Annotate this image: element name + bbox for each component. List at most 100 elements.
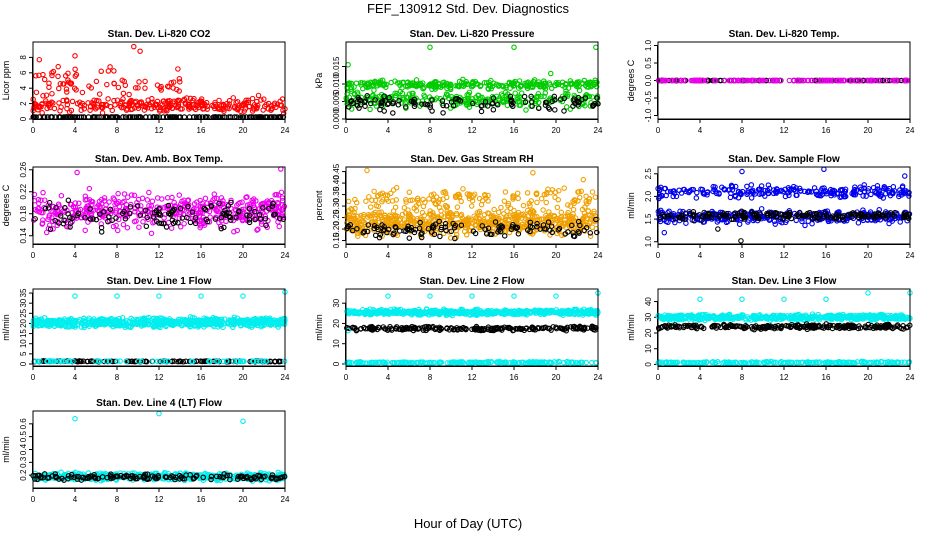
y-axis-label: ml/min — [626, 192, 636, 219]
data-point — [551, 93, 558, 100]
data-point — [392, 90, 398, 96]
data-point — [265, 106, 272, 112]
data-point — [527, 202, 533, 209]
data-point — [378, 226, 384, 233]
y-tick-label: 0.22 — [19, 183, 28, 199]
data-point — [59, 206, 65, 212]
data-point — [439, 98, 446, 104]
data-point — [204, 200, 210, 207]
data-series — [655, 166, 913, 236]
y-axis-label: Licor ppm — [1, 61, 11, 101]
data-point — [90, 100, 96, 107]
data-point — [739, 168, 745, 175]
x-tick-label: 8 — [115, 126, 120, 135]
data-point — [587, 219, 594, 225]
data-point — [399, 211, 406, 218]
x-tick-label: 24 — [594, 373, 603, 382]
data-point — [569, 222, 575, 229]
data-point — [258, 218, 265, 225]
data-point — [765, 182, 772, 188]
data-point — [406, 189, 413, 196]
data-point — [442, 224, 449, 230]
data-point — [765, 190, 771, 197]
data-point — [226, 97, 233, 104]
data-point — [364, 93, 370, 99]
y-tick-label: 0.14 — [19, 227, 28, 243]
data-point — [772, 77, 778, 84]
data-point — [372, 197, 379, 204]
data-point — [440, 196, 446, 202]
data-point — [353, 199, 360, 206]
data-point — [57, 213, 64, 219]
y-axis-label: kPa — [314, 73, 324, 89]
data-point — [793, 217, 800, 224]
y-axis-label: degrees C — [1, 184, 11, 226]
data-point — [754, 212, 760, 219]
data-point — [233, 99, 239, 106]
data-point — [122, 102, 128, 108]
data-point — [438, 226, 444, 233]
data-point — [191, 201, 198, 207]
data-point — [518, 90, 525, 96]
data-point — [127, 100, 134, 106]
data-point — [498, 204, 504, 211]
data-point — [823, 77, 829, 84]
data-point — [552, 97, 558, 103]
data-point — [863, 193, 869, 199]
y-tick-label: 10 — [19, 339, 28, 348]
data-point — [470, 228, 477, 234]
data-point — [811, 185, 818, 191]
data-point — [170, 220, 177, 226]
data-point — [249, 197, 255, 204]
data-point — [785, 189, 792, 196]
data-point — [855, 220, 862, 226]
chart-title: Stan. Dev. Li-820 Temp. — [729, 29, 840, 40]
x-tick-label: 12 — [468, 251, 477, 260]
data-point — [276, 215, 283, 222]
data-point — [228, 197, 234, 204]
data-point — [704, 189, 710, 196]
data-point — [416, 225, 423, 232]
data-point — [136, 79, 142, 85]
data-point — [473, 221, 479, 228]
data-point — [887, 192, 894, 199]
data-point — [119, 210, 126, 217]
data-point — [540, 207, 546, 213]
data-point — [144, 197, 151, 203]
data-point — [427, 104, 433, 111]
data-point — [443, 227, 449, 234]
data-point — [429, 97, 435, 103]
data-point — [883, 77, 889, 84]
data-point — [74, 212, 80, 219]
data-point — [135, 85, 141, 91]
data-point — [422, 94, 428, 100]
data-point — [175, 220, 181, 226]
data-point — [394, 80, 401, 86]
data-point — [142, 104, 149, 110]
data-point — [530, 78, 537, 85]
data-point — [164, 103, 171, 109]
data-point — [46, 84, 52, 91]
data-point — [192, 218, 198, 224]
data-point — [358, 101, 364, 108]
data-point — [507, 214, 514, 220]
y-tick-label: 4 — [19, 85, 28, 90]
data-point — [530, 227, 537, 234]
data-point — [510, 193, 516, 199]
data-point — [415, 200, 422, 207]
data-point — [575, 189, 581, 195]
data-point — [448, 211, 455, 217]
data-point — [410, 98, 417, 105]
data-point — [739, 188, 746, 195]
data-point — [388, 79, 394, 86]
data-point — [401, 96, 407, 102]
data-point — [263, 222, 269, 228]
x-tick-label: 20 — [239, 373, 248, 382]
data-point — [594, 95, 600, 101]
data-point — [137, 48, 143, 54]
data-point — [456, 78, 463, 85]
x-tick-label: 20 — [239, 126, 248, 135]
data-point — [208, 202, 214, 209]
data-point — [187, 209, 193, 216]
chart-panel: Stan. Dev. Amb. Box Temp.degrees C0 4 8 12 1… — [1, 154, 290, 260]
